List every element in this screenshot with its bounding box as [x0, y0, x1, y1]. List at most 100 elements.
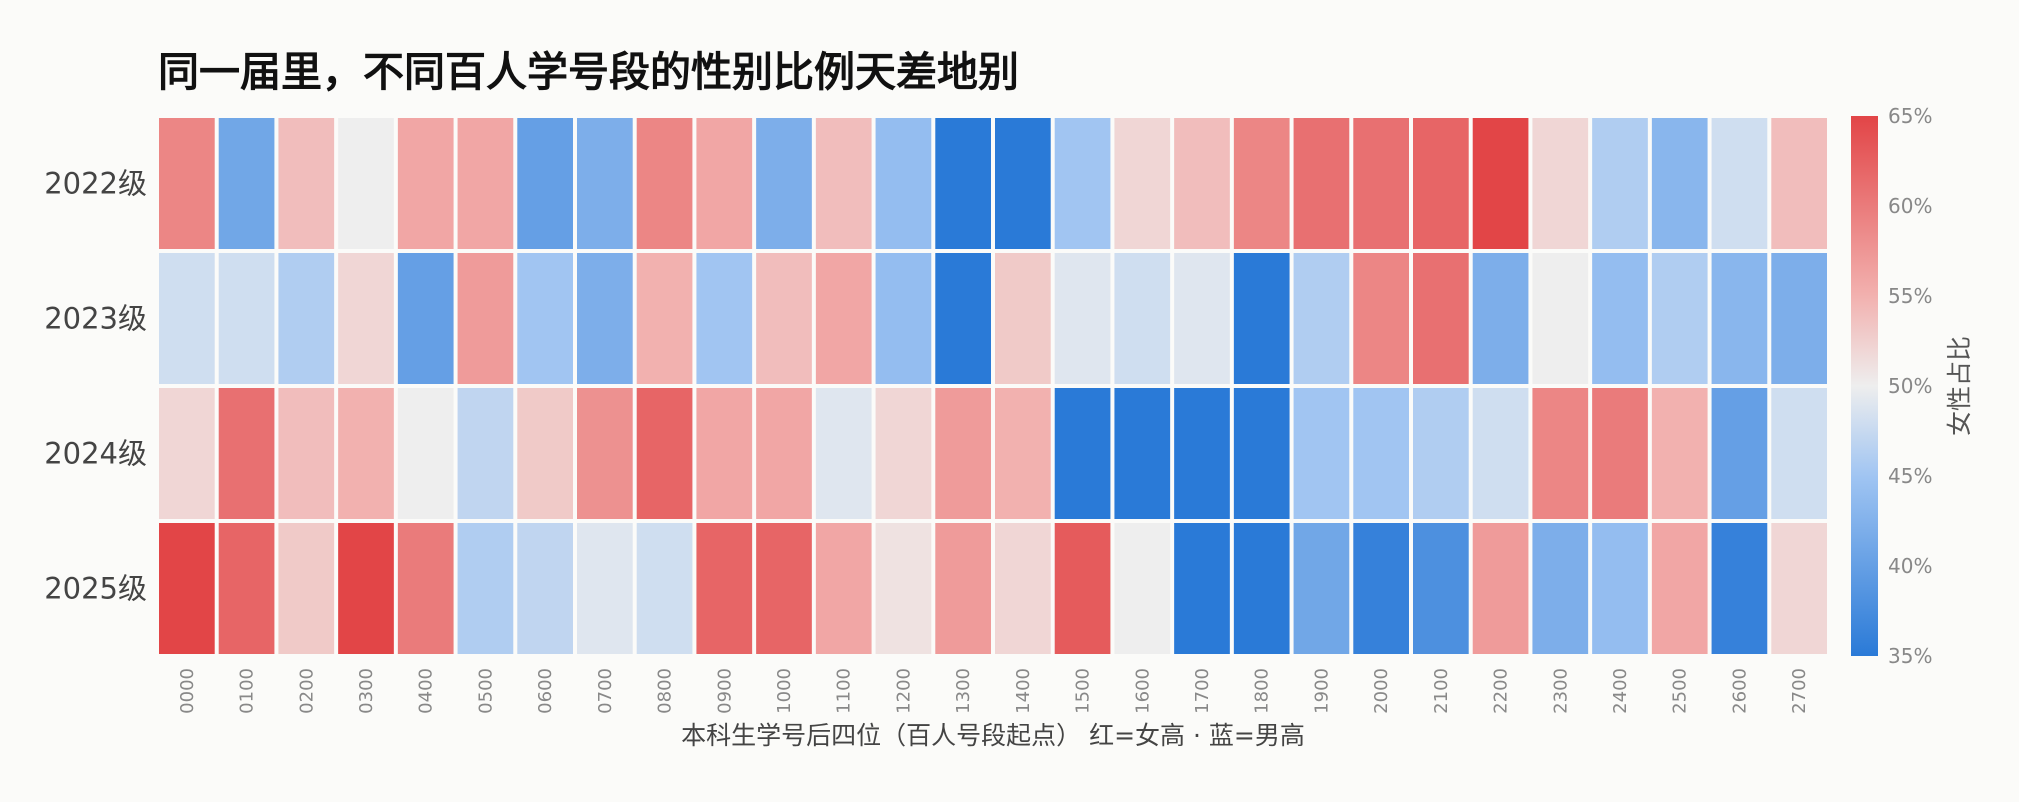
colorbar-tick-label: 65% — [1888, 104, 1932, 128]
y-axis-label: 2023级 — [44, 302, 147, 336]
heatmap-cell — [875, 523, 932, 654]
x-axis-tick-label: 2200 — [1491, 668, 1512, 714]
heatmap-cell — [935, 523, 991, 654]
heatmap-cell — [397, 523, 454, 654]
heatmap-cell — [1114, 388, 1171, 519]
heatmap-cell — [935, 253, 991, 384]
x-axis-tick-label: 2300 — [1550, 668, 1571, 714]
heatmap-cell — [1174, 388, 1230, 519]
heatmap-cell — [815, 118, 872, 249]
colorbar-tick-label: 40% — [1888, 554, 1932, 578]
heatmap-cell — [1771, 523, 1827, 654]
heatmap-cell — [1293, 118, 1350, 249]
x-axis-tick-label: 0400 — [416, 668, 437, 714]
heatmap-cell — [815, 388, 872, 519]
colorbar-tick-label: 55% — [1888, 284, 1932, 308]
heatmap-cell — [1532, 253, 1589, 384]
x-axis-tick-labels: 0000 0100 0200 0300 0400 0500 0600 0700 0800 0900… — [177, 668, 1810, 714]
heatmap-cell — [278, 388, 335, 519]
heatmap-cell — [397, 253, 454, 384]
heatmap-cell — [577, 388, 633, 519]
heatmap-cell — [1353, 523, 1409, 654]
heatmap-cell — [517, 253, 573, 384]
colorbar-tick-label: 45% — [1888, 464, 1932, 488]
chart-title: 同一届里，不同百人学号段的性别比例天差地别 — [158, 48, 1019, 96]
heatmap-cell — [995, 388, 1051, 519]
x-axis-label: 本科生学号后四位（百人号段起点） 红=女高 · 蓝=男高 — [681, 721, 1305, 750]
x-axis-tick-label: 2000 — [1371, 668, 1392, 714]
heatmap-cell — [1114, 118, 1171, 249]
heatmap-cell — [1413, 523, 1469, 654]
heatmap-cell — [636, 388, 693, 519]
heatmap-cell — [815, 523, 872, 654]
x-axis-tick-label: 0100 — [237, 668, 258, 714]
heatmap-cell — [1651, 388, 1708, 519]
heatmap-cell — [1174, 118, 1230, 249]
x-axis-tick-label: 1000 — [774, 668, 795, 714]
heatmap-cell — [577, 253, 633, 384]
colorbar — [1851, 116, 1878, 656]
heatmap-cell — [338, 118, 394, 249]
heatmap-cell — [696, 118, 753, 249]
heatmap-cell — [397, 388, 454, 519]
x-axis-tick-label: 1500 — [1073, 668, 1094, 714]
heatmap-cell — [338, 523, 394, 654]
heatmap-cell — [935, 118, 991, 249]
y-axis-label: 2022级 — [44, 167, 147, 201]
heatmap-cell — [1054, 523, 1111, 654]
heatmap-cell — [1592, 388, 1648, 519]
heatmap-cell — [1054, 388, 1111, 519]
x-axis-tick-label: 1200 — [893, 668, 914, 714]
heatmap-cell — [1353, 388, 1409, 519]
x-axis-tick-label: 1100 — [834, 668, 855, 714]
heatmap-cell — [1711, 523, 1768, 654]
heatmap-cell — [278, 253, 335, 384]
heatmap-cell — [636, 253, 693, 384]
heatmap-cell — [1771, 388, 1827, 519]
x-axis-tick-label: 0700 — [595, 668, 616, 714]
heatmap-cell — [756, 523, 812, 654]
heatmap-cell — [935, 388, 991, 519]
x-axis-tick-label: 1300 — [953, 668, 974, 714]
x-axis-tick-label: 2400 — [1610, 668, 1631, 714]
x-axis-tick-label: 2100 — [1431, 668, 1452, 714]
heatmap-cell — [696, 523, 753, 654]
heatmap-cell — [1472, 523, 1529, 654]
heatmap-cell — [1114, 253, 1171, 384]
heatmap-cell — [636, 118, 693, 249]
heatmap-cell — [159, 388, 215, 519]
x-axis-tick-label: 2500 — [1670, 668, 1691, 714]
heatmap-cell — [1532, 523, 1589, 654]
heatmap-cell — [1174, 253, 1230, 384]
heatmap-cell — [1353, 118, 1409, 249]
heatmap-cell — [218, 118, 275, 249]
x-axis-tick-label: 2700 — [1789, 668, 1810, 714]
heatmap-cell — [338, 253, 394, 384]
heatmap-cell — [1054, 118, 1111, 249]
heatmap-cell — [756, 118, 812, 249]
x-axis-tick-label: 0300 — [356, 668, 377, 714]
heatmap-cell — [1532, 388, 1589, 519]
heatmap-cell — [1472, 118, 1529, 249]
heatmap-cell — [517, 388, 573, 519]
heatmap-cell — [1413, 253, 1469, 384]
heatmap-cell — [159, 118, 215, 249]
heatmap-cell — [1233, 118, 1290, 249]
heatmap-cell — [1651, 523, 1708, 654]
heatmap-cells — [159, 118, 1827, 654]
heatmap-cell — [159, 523, 215, 654]
heatmap-cell — [875, 118, 932, 249]
heatmap-cell — [1651, 253, 1708, 384]
heatmap-cell — [636, 523, 693, 654]
heatmap-cell — [1651, 118, 1708, 249]
colorbar-label: 女性占比 — [1945, 336, 1974, 436]
heatmap-cell — [1472, 388, 1529, 519]
heatmap-cell — [517, 118, 573, 249]
heatmap-cell — [1114, 523, 1171, 654]
heatmap-cell — [696, 388, 753, 519]
heatmap-cell — [1413, 118, 1469, 249]
heatmap-cell — [577, 523, 633, 654]
heatmap-cell — [457, 388, 514, 519]
